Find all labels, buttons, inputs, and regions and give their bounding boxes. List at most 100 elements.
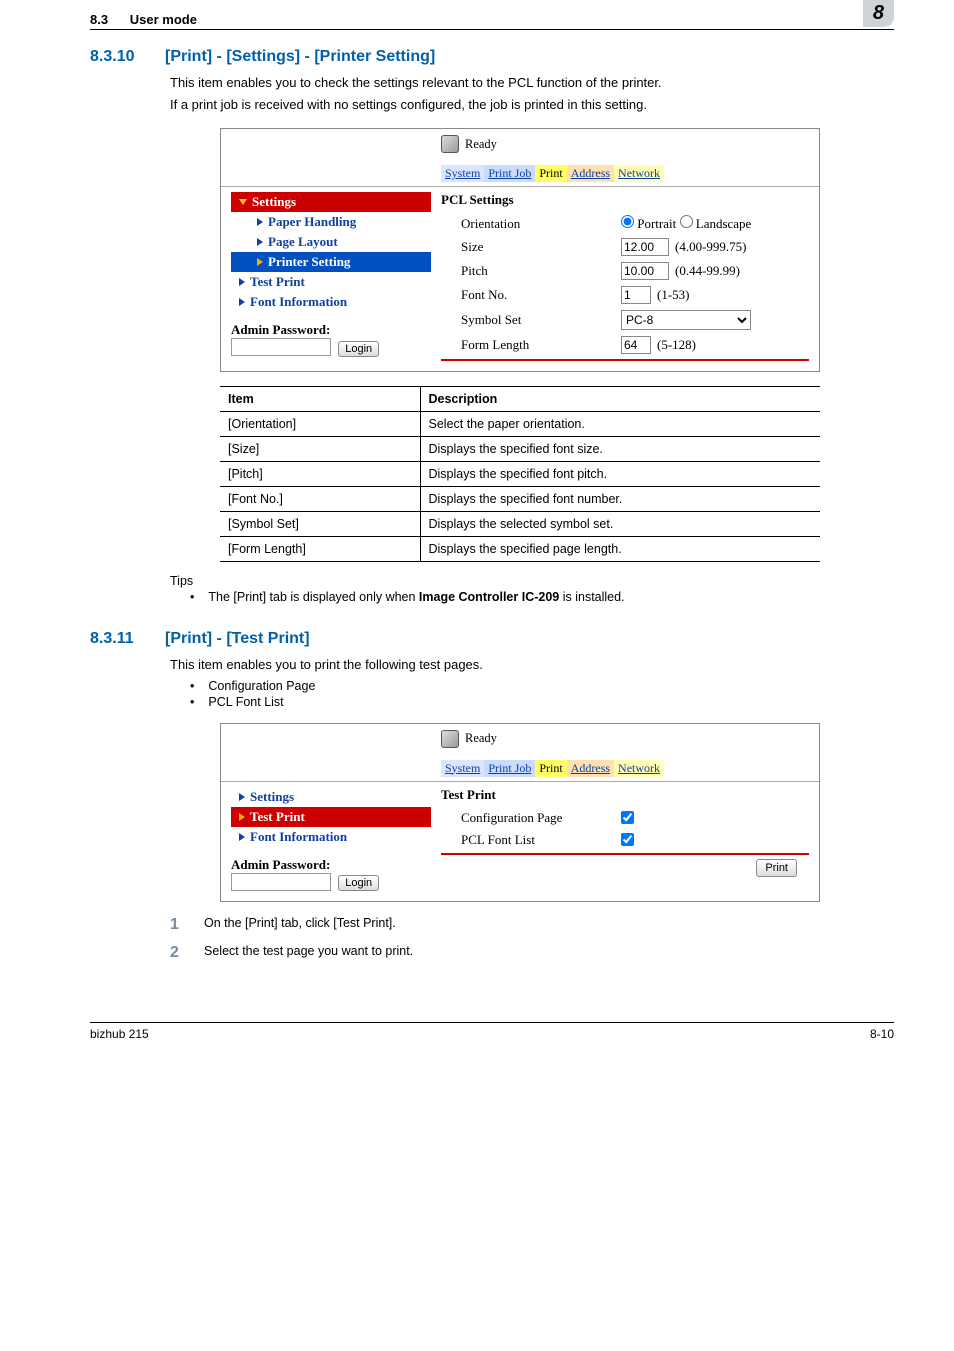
step-1: 1 On the [Print] tab, click [Test Print]… <box>170 916 894 934</box>
tab-print[interactable]: Print <box>535 760 566 777</box>
screenshot-pcl-settings: Ready SystemPrint JobPrintAddressNetwork… <box>220 128 820 372</box>
nav-printer-setting[interactable]: Printer Setting <box>231 252 431 272</box>
section-title: User mode <box>130 12 197 27</box>
bullet-icon <box>190 590 194 604</box>
label-symbol-set: Symbol Set <box>441 312 621 328</box>
admin-password-input[interactable] <box>231 873 331 891</box>
tab-network[interactable]: Network <box>614 760 664 777</box>
nav-font-info[interactable]: Font Information <box>231 292 431 312</box>
input-font-no[interactable] <box>621 286 651 304</box>
nav-settings[interactable]: Settings <box>231 787 431 807</box>
chevron-right-icon <box>239 833 245 841</box>
heading-num: 8.3.10 <box>90 48 140 66</box>
checkbox-config-page[interactable] <box>621 811 634 824</box>
running-head: 8.3 User mode 8 <box>90 0 894 30</box>
nav-test-print[interactable]: Test Print <box>231 807 431 827</box>
hint-form-length: (5-128) <box>657 337 696 353</box>
screenshot-test-print: Ready SystemPrint JobPrintAddressNetwork… <box>220 723 820 903</box>
checkbox-pcl-font-list[interactable] <box>621 833 634 846</box>
step-2: 2 Select the test page you want to print… <box>170 944 894 962</box>
th-desc: Description <box>420 387 820 412</box>
panel-title: PCL Settings <box>441 192 809 208</box>
nav-test-print[interactable]: Test Print <box>231 272 431 292</box>
input-pitch[interactable] <box>621 262 669 280</box>
paragraph: This item enables you to check the setti… <box>170 74 894 92</box>
td-desc: Displays the specified font number. <box>420 487 820 512</box>
runhead-left: 8.3 User mode <box>90 12 197 27</box>
printer-icon <box>441 135 459 153</box>
hint-font-no: (1-53) <box>657 287 690 303</box>
chapter-number-badge: 8 <box>863 0 894 27</box>
th-item: Item <box>220 387 420 412</box>
chevron-right-icon <box>257 238 263 246</box>
label-orientation: Orientation <box>441 216 621 232</box>
heading-printer-setting: 8.3.10 [Print] - [Settings] - [Printer S… <box>90 48 894 66</box>
td-desc: Displays the specified font size. <box>420 437 820 462</box>
tips-label: Tips <box>170 574 894 588</box>
sidebar-nav: Settings Test Print Font Information Adm… <box>231 787 431 892</box>
sidebar-nav: Settings Paper Handling Page Layout Prin… <box>231 192 431 361</box>
tab-address[interactable]: Address <box>567 760 614 777</box>
tab-printjob[interactable]: Print Job <box>484 165 535 182</box>
login-button[interactable]: Login <box>338 875 379 891</box>
label-font-no: Font No. <box>441 287 621 303</box>
paragraph: This item enables you to print the follo… <box>170 656 894 674</box>
tab-network[interactable]: Network <box>614 165 664 182</box>
tab-bar: SystemPrint JobPrintAddressNetwork <box>441 760 819 777</box>
bullet-icon <box>190 679 194 693</box>
bullet-row: Configuration Page <box>190 679 894 693</box>
footer-right: 8-10 <box>870 1027 894 1041</box>
chevron-right-icon <box>239 278 245 286</box>
admin-password-label: Admin Password: <box>231 322 431 338</box>
status-text: Ready <box>465 731 497 746</box>
label-config-page: Configuration Page <box>441 810 621 826</box>
page-footer: bizhub 215 8-10 <box>90 1022 894 1041</box>
bullet-icon <box>190 695 194 709</box>
heading-title: [Print] - [Settings] - [Printer Setting] <box>165 48 435 66</box>
select-symbol-set[interactable]: PC-8 <box>621 310 751 330</box>
nav-page-layout[interactable]: Page Layout <box>231 232 431 252</box>
label-pitch: Pitch <box>441 263 621 279</box>
tab-system[interactable]: System <box>441 165 484 182</box>
heading-num: 8.3.11 <box>90 630 140 648</box>
admin-password-input[interactable] <box>231 338 331 356</box>
step-number: 1 <box>170 916 186 934</box>
td-desc: Displays the selected symbol set. <box>420 512 820 537</box>
heading-test-print: 8.3.11 [Print] - [Test Print] <box>90 630 894 648</box>
tab-print[interactable]: Print <box>535 165 566 182</box>
chevron-right-icon <box>239 298 245 306</box>
radio-landscape[interactable]: Landscape <box>680 215 752 232</box>
tab-printjob[interactable]: Print Job <box>484 760 535 777</box>
td-item: [Orientation] <box>220 412 420 437</box>
chevron-right-icon <box>257 258 263 266</box>
panel-title: Test Print <box>441 787 809 803</box>
nav-paper-handling[interactable]: Paper Handling <box>231 212 431 232</box>
td-desc: Select the paper orientation. <box>420 412 820 437</box>
admin-password-label: Admin Password: <box>231 857 431 873</box>
section-number: 8.3 <box>90 12 108 27</box>
td-item: [Pitch] <box>220 462 420 487</box>
print-button[interactable]: Print <box>756 859 797 877</box>
input-size[interactable] <box>621 238 669 256</box>
td-item: [Symbol Set] <box>220 512 420 537</box>
tab-bar: SystemPrint JobPrintAddressNetwork <box>441 165 819 182</box>
step-number: 2 <box>170 944 186 962</box>
bullet-row: PCL Font List <box>190 695 894 709</box>
nav-font-info[interactable]: Font Information <box>231 827 431 847</box>
settings-table: Item Description [Orientation]Select the… <box>220 386 820 562</box>
td-item: [Size] <box>220 437 420 462</box>
nav-settings[interactable]: Settings <box>231 192 431 212</box>
test-print-panel: Test Print Configuration Page PCL Font L… <box>441 787 809 892</box>
input-form-length[interactable] <box>621 336 651 354</box>
chevron-right-icon <box>239 813 245 821</box>
hint-pitch: (0.44-99.99) <box>675 263 740 279</box>
heading-title: [Print] - [Test Print] <box>165 630 310 648</box>
tab-address[interactable]: Address <box>567 165 614 182</box>
radio-portrait[interactable]: Portrait <box>621 215 676 232</box>
paragraph: If a print job is received with no setti… <box>170 96 894 114</box>
label-size: Size <box>441 239 621 255</box>
login-button[interactable]: Login <box>338 341 379 357</box>
tab-system[interactable]: System <box>441 760 484 777</box>
step-text: On the [Print] tab, click [Test Print]. <box>204 916 396 934</box>
footer-left: bizhub 215 <box>90 1027 149 1041</box>
